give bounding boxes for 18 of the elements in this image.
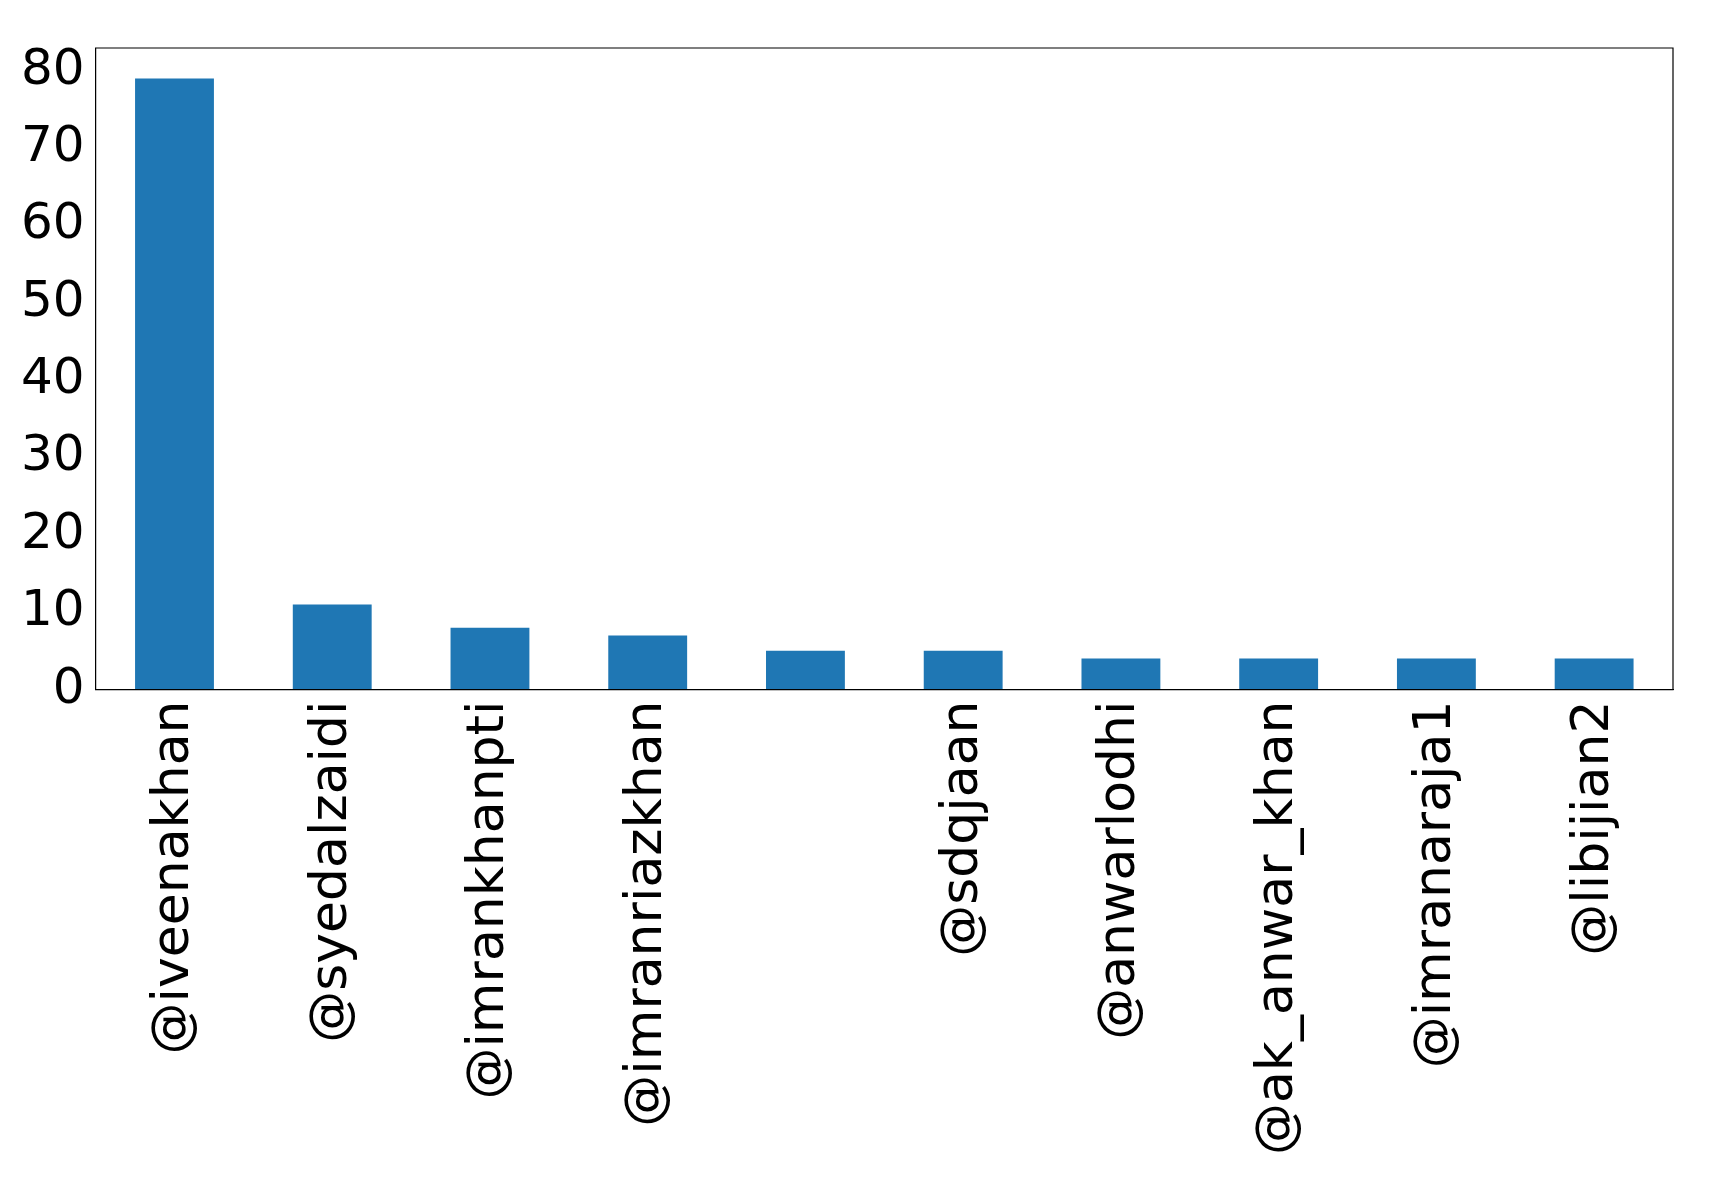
x-tick-label: @anwarlodhi — [1086, 700, 1147, 1040]
y-tick-label: 80 — [21, 37, 85, 96]
y-tick-label: 20 — [21, 501, 85, 560]
x-tick-label: @ak_anwar_khan — [1244, 700, 1305, 1155]
x-tick-label: @syedalzaidi — [297, 700, 358, 1043]
y-tick-label: 50 — [21, 269, 85, 328]
x-tick-label: @iveenakhan — [140, 700, 201, 1055]
x-tick-label: @imranriazkhan — [613, 700, 674, 1127]
y-tick-label: 10 — [21, 579, 85, 638]
y-tick-label: 0 — [52, 656, 85, 715]
x-tick-label: @libijian2 — [1559, 700, 1620, 956]
y-tick-label: 30 — [21, 424, 85, 483]
y-tick-label: 70 — [21, 115, 85, 174]
x-tick-label: @imranaraja1 — [1401, 700, 1462, 1069]
x-tick-label: @imrankhanpti — [455, 700, 516, 1100]
y-tick-label: 60 — [21, 192, 85, 251]
y-tick-label: 40 — [21, 347, 85, 406]
x-tick-label: @sdqjaan — [928, 700, 989, 957]
